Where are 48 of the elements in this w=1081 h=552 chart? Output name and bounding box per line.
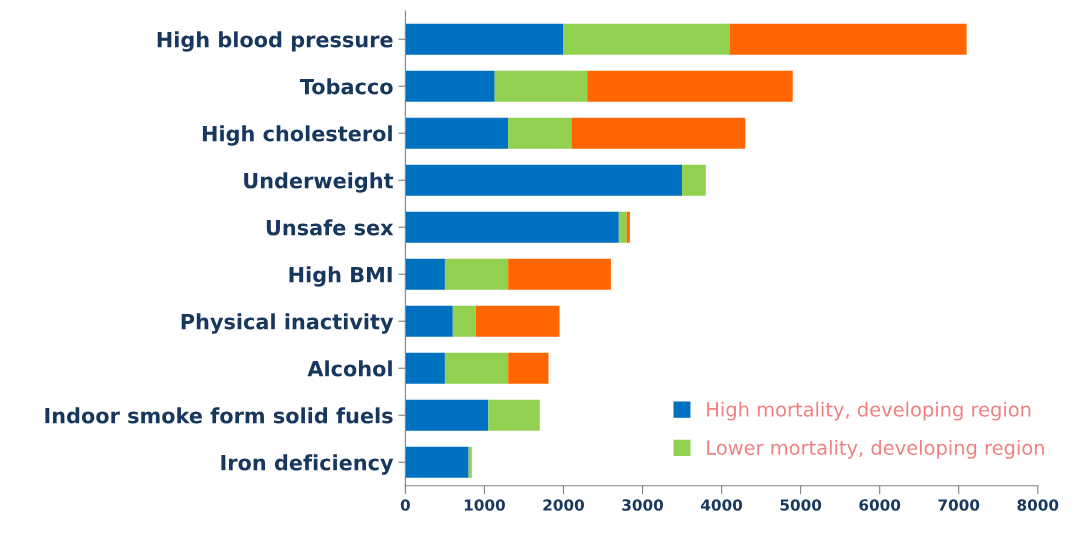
bar [468, 446, 472, 478]
bar [587, 70, 793, 102]
x-tick-label: 0 [400, 499, 410, 511]
y-tick-label: High BMI [289, 266, 392, 287]
y-tick-label: Physical inactivity [181, 313, 394, 334]
bar [405, 117, 509, 149]
y-tick-label: Tobacco [299, 78, 393, 95]
x-tick-label: 2000 [543, 499, 584, 511]
legend-label: Lower mortality, developing region [707, 439, 1044, 459]
x-tick-label: 4000 [700, 499, 743, 511]
bar [405, 305, 453, 337]
bar [618, 211, 627, 243]
x-tick-label: 3000 [622, 499, 664, 511]
y-tick-label: Underweight [244, 172, 394, 193]
y-tick-label: Indoor smoke form solid fuels [45, 407, 393, 424]
bar [405, 258, 445, 290]
bar [405, 399, 489, 431]
x-tick-label: 7000 [938, 499, 980, 511]
bar [563, 23, 730, 55]
bar [405, 70, 495, 102]
y-tick-label: Iron deficiency [221, 454, 394, 475]
bar [405, 446, 469, 478]
bar [405, 211, 619, 243]
bar [488, 399, 540, 431]
bar [729, 23, 967, 55]
bar [508, 352, 549, 384]
y-tick-label: Unsafe sex [266, 219, 394, 236]
bar [475, 305, 560, 337]
bar [444, 352, 509, 384]
legend-label: High mortality, developing region [707, 401, 1031, 421]
bar [405, 164, 683, 196]
bar [405, 352, 445, 384]
bar [405, 23, 564, 55]
x-tick-label: 1000 [464, 499, 505, 511]
bar [571, 117, 746, 149]
bar [508, 117, 572, 149]
bar [494, 70, 588, 102]
x-tick-label: 8000 [1017, 499, 1059, 511]
x-tick-label: 5000 [780, 499, 822, 511]
bar [444, 258, 509, 290]
y-tick-label: High cholesterol [202, 125, 392, 146]
x-tick-label: 6000 [859, 499, 901, 511]
bar [452, 305, 476, 337]
bar [626, 211, 630, 243]
y-tick-label: Alcohol [307, 360, 392, 377]
y-tick-label: High blood pressure [157, 31, 393, 52]
bar [682, 164, 706, 196]
bar [508, 258, 611, 290]
